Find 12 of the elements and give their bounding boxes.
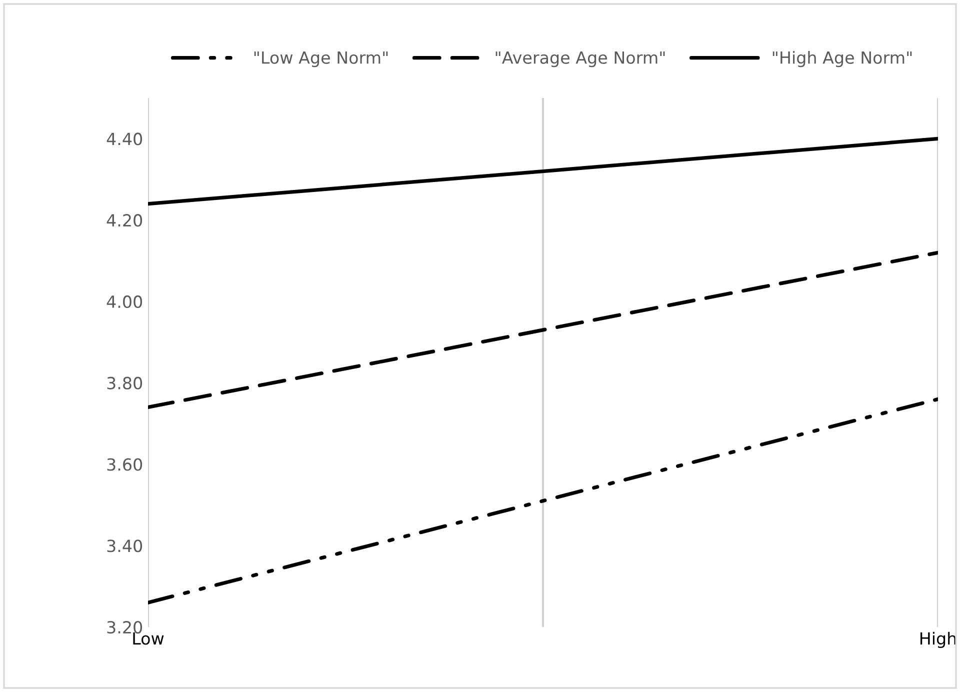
x-tick-label: Low	[133, 632, 164, 645]
y-tick-label: 3.60	[107, 458, 142, 471]
y-tick-label: 3.20	[107, 620, 142, 634]
legend-label: "High Age Norm"	[772, 51, 912, 68]
y-tick-label: 3.40	[107, 540, 142, 552]
y-tick-label: 4.00	[106, 295, 142, 308]
legend-label: "Low Age Norm"	[254, 52, 388, 68]
y-tick-label: 3.80	[107, 376, 142, 390]
y-tick-label: 4.20	[106, 214, 142, 227]
y-tick-label: 4.40	[106, 132, 142, 146]
legend-label: "Average Age Norm"	[496, 52, 665, 68]
x-tick-label: High	[920, 632, 956, 648]
